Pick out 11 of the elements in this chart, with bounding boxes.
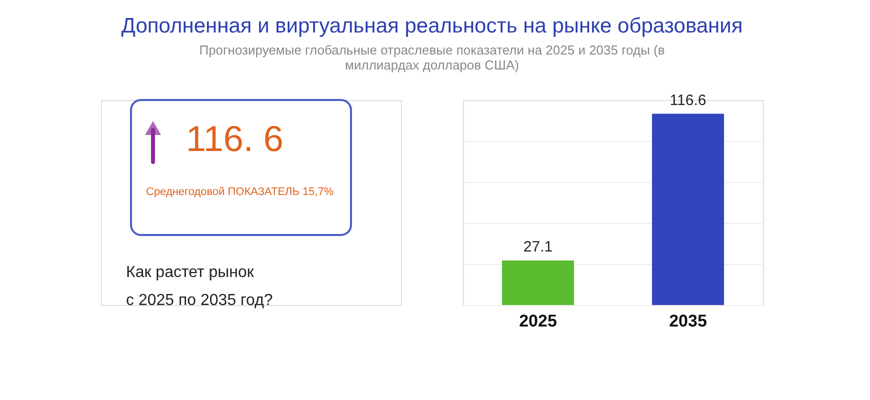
x-tick-label: 2025 bbox=[519, 312, 557, 330]
text: миллиардах долларов США) bbox=[345, 57, 519, 72]
data-label: 116.6 bbox=[670, 92, 706, 109]
data-label: 27.1 bbox=[523, 238, 553, 256]
text: 116. 6 bbox=[186, 118, 284, 159]
text: Прогнозируемые глобальные отраслевые показатели на 2025 и 2035 годы (в bbox=[199, 42, 665, 58]
chart-title: Дополненная и виртуальная реальность на рынке образования bbox=[121, 14, 743, 38]
x-tick-label: 2035 bbox=[669, 312, 707, 330]
text: с 2025 по 2035 год? bbox=[126, 292, 273, 309]
text: Среднегодовой ПОКАЗАТЕЛЬ 15,7% bbox=[146, 186, 334, 198]
text: Как растет рынок bbox=[126, 264, 255, 281]
